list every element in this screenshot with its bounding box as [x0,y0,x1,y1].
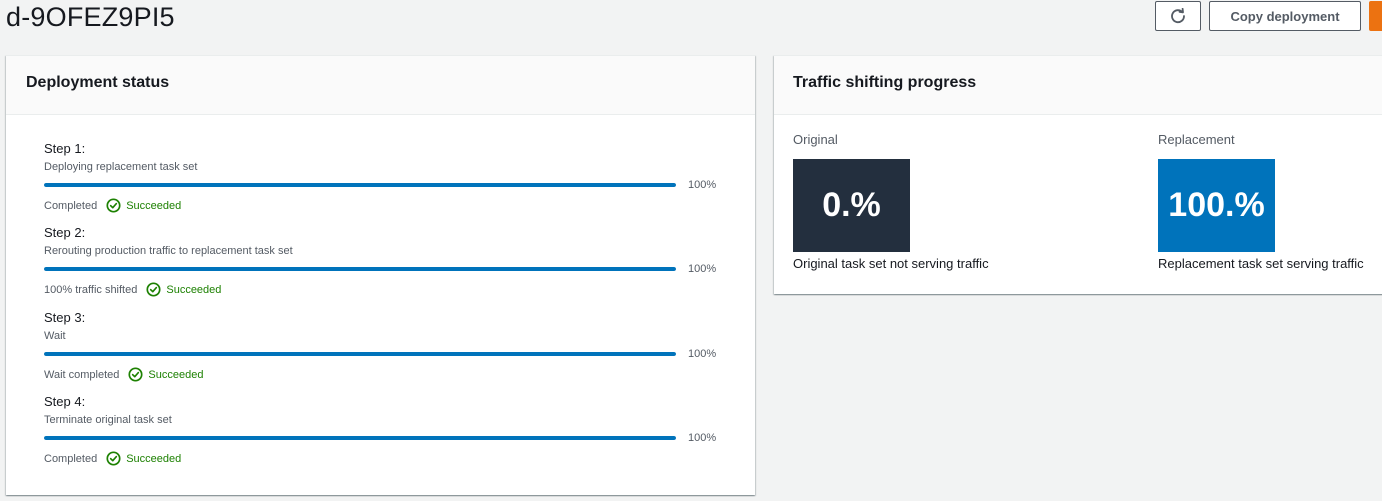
progress-fill [44,183,676,187]
original-task-set: Original 0.% Original task set not servi… [793,132,989,271]
step-description: Rerouting production traffic to replacem… [44,245,293,257]
step-description: Wait [44,330,66,342]
step-progress-bar [44,352,676,356]
step-progress-bar [44,183,676,187]
deployment-status-title: Deployment status [6,56,755,115]
original-caption: Original task set not serving traffic [793,256,989,271]
step-title: Step 1: [44,141,86,156]
check-circle-icon [106,451,121,466]
primary-action-button[interactable] [1369,1,1382,31]
replacement-traffic-tile: 100.% [1158,159,1275,252]
copy-deployment-button[interactable]: Copy deployment [1209,1,1361,31]
step-title: Step 3: [44,310,86,325]
step-progress-percent: 100% [688,348,717,360]
traffic-shifting-panel: Traffic shifting progress Original 0.% O… [774,55,1382,294]
step-status-text: Completed [44,452,98,465]
original-label: Original [793,132,838,147]
step-progress-percent: 100% [688,263,717,275]
replacement-task-set: Replacement 100.% Replacement task set s… [1158,132,1364,271]
success-indicator: Succeeded [128,367,203,382]
deployment-status-panel: Deployment status Step 1: Deploying repl… [6,55,755,495]
check-circle-icon [106,198,121,213]
success-indicator: Succeeded [106,451,181,466]
step-description: Deploying replacement task set [44,161,198,173]
page-title: d-9OFEZ9PI5 [6,2,175,32]
progress-fill [44,352,676,356]
success-indicator: Succeeded [146,282,221,297]
step-status-text: Wait completed [44,368,120,381]
success-label: Succeeded [166,283,222,296]
step-progress-bar [44,436,676,440]
refresh-icon [1171,8,1185,24]
step-status: 100% traffic shifted Succeeded [44,282,221,297]
success-label: Succeeded [148,368,204,381]
replacement-label: Replacement [1158,132,1235,147]
progress-fill [44,267,676,271]
step-status: Completed Succeeded [44,198,181,213]
original-traffic-tile: 0.% [793,159,910,252]
step-progress-bar [44,267,676,271]
success-label: Succeeded [126,199,182,212]
step-description: Terminate original task set [44,414,172,426]
step-status: Wait completed Succeeded [44,367,203,382]
progress-fill [44,436,676,440]
step-title: Step 4: [44,394,86,409]
step-progress-percent: 100% [688,179,717,191]
check-circle-icon [128,367,143,382]
traffic-shifting-title: Traffic shifting progress [774,56,1382,115]
success-indicator: Succeeded [106,198,181,213]
success-label: Succeeded [126,452,182,465]
step-status-text: 100% traffic shifted [44,283,138,296]
step-status-text: Completed [44,199,98,212]
step-progress-percent: 100% [688,432,717,444]
check-circle-icon [146,282,161,297]
replacement-caption: Replacement task set serving traffic [1158,256,1364,271]
step-status: Completed Succeeded [44,451,181,466]
step-title: Step 2: [44,225,86,240]
refresh-button[interactable] [1155,1,1201,31]
